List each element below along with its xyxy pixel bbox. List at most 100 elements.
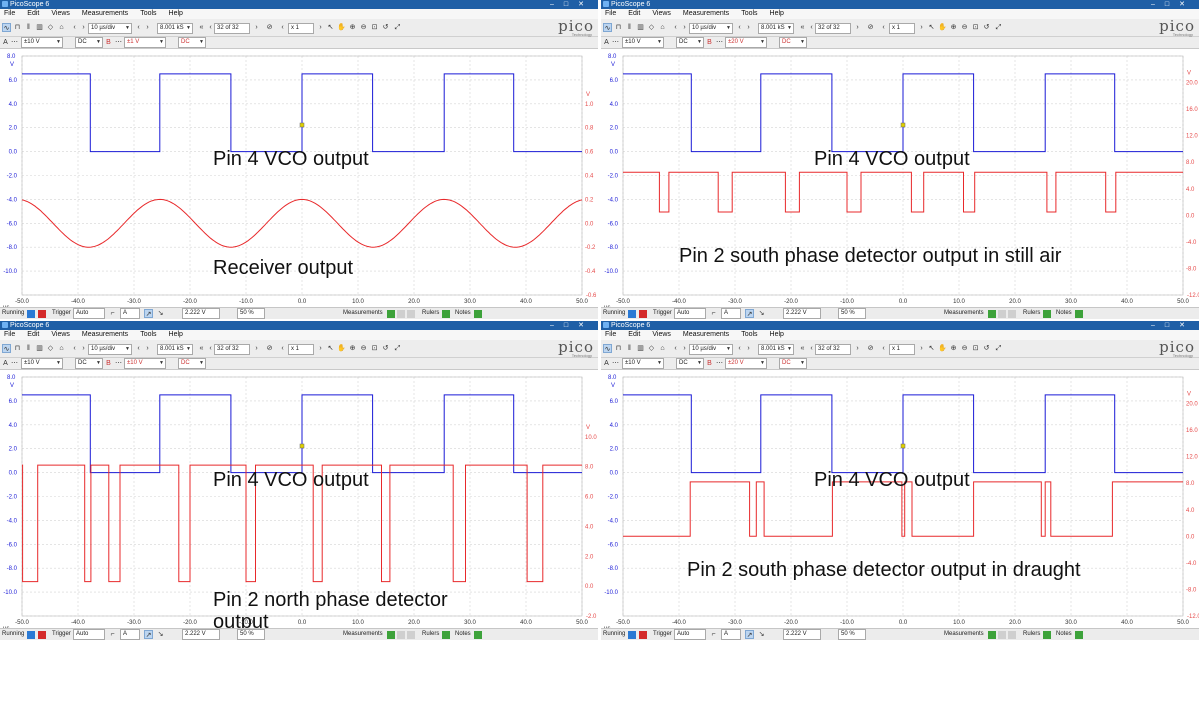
channel-a-options-icon[interactable]: ⋯: [11, 360, 18, 367]
persistence-mode-icon[interactable]: ⊓: [14, 24, 21, 31]
next-buffer-icon[interactable]: ›: [856, 345, 859, 352]
samples-select[interactable]: 8.001 kS ▼: [157, 344, 193, 355]
step-right-icon[interactable]: ›: [747, 24, 750, 31]
trigger-channel-select[interactable]: A: [721, 308, 741, 319]
channel-b-range[interactable]: ±10 V ▼: [124, 358, 166, 369]
buffer-select[interactable]: 32 of 32: [214, 344, 250, 355]
scope-plot[interactable]: 8.0 V 6.0 4.0 2.0 0.0 -2.0 -4.0 -6.0 -8.0 -10.0 V 1…: [0, 49, 598, 307]
channel-a-coupling[interactable]: DC ▼: [75, 37, 103, 48]
step-left-icon[interactable]: ‹: [137, 345, 140, 352]
channel-b-range[interactable]: ±1 V ▼: [124, 37, 166, 48]
undo-zoom-icon[interactable]: ↺: [382, 24, 389, 31]
pretrigger-input[interactable]: 50 %: [237, 308, 265, 319]
samples-select[interactable]: 8.001 kS ▼: [157, 23, 193, 34]
falling-edge-icon[interactable]: ↘: [758, 631, 765, 638]
timebase-select[interactable]: 10 µs/div ▼: [88, 23, 132, 34]
scope-svg[interactable]: 8.0 V 6.0 4.0 2.0 0.0 -2.0 -4.0 -6.0 -8.0 -10.0 V 1…: [0, 49, 598, 307]
pretrigger-input[interactable]: 50 %: [838, 629, 866, 640]
channel-b-coupling[interactable]: DC ▼: [178, 37, 206, 48]
timebase-select[interactable]: 10 µs/div ▼: [689, 23, 733, 34]
add-measurement-icon[interactable]: [988, 310, 996, 318]
rising-edge-icon[interactable]: ↗: [144, 309, 153, 318]
undo-zoom-icon[interactable]: ↺: [983, 345, 990, 352]
next-zoom-icon[interactable]: ›: [319, 24, 322, 31]
rulers-icon[interactable]: [442, 631, 450, 639]
first-buffer-icon[interactable]: «: [800, 24, 805, 31]
scope-mode-icon[interactable]: ∿: [603, 344, 612, 353]
zoom-fit-icon[interactable]: ⤢: [394, 345, 401, 352]
scope-mode-icon[interactable]: ∿: [2, 344, 11, 353]
zoom-out-icon[interactable]: ⊖: [961, 24, 968, 31]
bar-graph-icon[interactable]: ▥: [637, 24, 644, 31]
prev-zoom-icon[interactable]: ‹: [281, 345, 284, 352]
rising-edge-icon[interactable]: ↗: [144, 630, 153, 639]
edit-measurement-icon[interactable]: [397, 310, 405, 318]
home-icon[interactable]: ⌂: [59, 24, 64, 31]
zoom-in-icon[interactable]: ⊕: [950, 345, 957, 352]
stop-button-icon[interactable]: [639, 631, 647, 639]
trigger-level-input[interactable]: 2.222 V: [182, 308, 220, 319]
add-measurement-icon[interactable]: [387, 310, 395, 318]
zoom-in-icon[interactable]: ⊕: [349, 345, 356, 352]
channel-b-range[interactable]: ±20 V ▼: [725, 37, 767, 48]
zoom-area-icon[interactable]: ⊡: [972, 345, 979, 352]
home-icon[interactable]: ⌂: [59, 345, 64, 352]
hand-icon[interactable]: ✋: [938, 345, 947, 352]
rising-edge-icon[interactable]: ↗: [745, 309, 754, 318]
trigger-marker[interactable]: [900, 122, 906, 128]
trigger-channel-select[interactable]: A: [120, 308, 140, 319]
timebase-select[interactable]: 10 µs/div ▼: [88, 344, 132, 355]
falling-edge-icon[interactable]: ↘: [157, 310, 164, 317]
pointer-icon[interactable]: ↖: [327, 24, 334, 31]
spectrum-mode-icon[interactable]: ‖: [27, 345, 30, 352]
pointer-icon[interactable]: ↖: [928, 345, 935, 352]
menu-measurements[interactable]: Measurements: [81, 10, 129, 17]
trigger-mode-select[interactable]: Auto: [674, 308, 706, 319]
signal-icon[interactable]: ◇: [47, 345, 54, 352]
scope-plot[interactable]: 8.0 V 6.0 4.0 2.0 0.0 -2.0 -4.0 -6.0 -8.0 -10.0 V 2…: [601, 370, 1199, 628]
pointer-icon[interactable]: ↖: [327, 345, 334, 352]
menu-views[interactable]: Views: [652, 10, 671, 17]
zoom-out-icon[interactable]: ⊖: [360, 345, 367, 352]
zoom-select[interactable]: x 1: [889, 23, 915, 34]
home-icon[interactable]: ⌂: [660, 24, 665, 31]
delete-measurement-icon[interactable]: [1008, 310, 1016, 318]
prev-buffer-icon[interactable]: ‹: [209, 24, 212, 31]
trigger-level-input[interactable]: 2.222 V: [783, 629, 821, 640]
channel-a-range[interactable]: ±10 V ▼: [21, 37, 63, 48]
menu-measurements[interactable]: Measurements: [682, 331, 730, 338]
channel-a-icon[interactable]: A: [604, 360, 609, 367]
menu-file[interactable]: File: [4, 331, 16, 338]
menu-tools[interactable]: Tools: [741, 10, 758, 17]
zoom-area-icon[interactable]: ⊡: [972, 24, 979, 31]
bar-graph-icon[interactable]: ▥: [36, 24, 43, 31]
hand-icon[interactable]: ✋: [337, 24, 346, 31]
signal-icon[interactable]: ◇: [47, 24, 54, 31]
pointer-icon[interactable]: ↖: [928, 24, 935, 31]
persistence-mode-icon[interactable]: ⊓: [14, 345, 21, 352]
channel-a-range[interactable]: ±10 V ▼: [622, 37, 664, 48]
hand-icon[interactable]: ✋: [337, 345, 346, 352]
trigger-channel-select[interactable]: A: [120, 629, 140, 640]
window-controls[interactable]: –□✕: [550, 1, 594, 8]
timebase-select[interactable]: 10 µs/div ▼: [689, 344, 733, 355]
channel-a-icon[interactable]: A: [3, 39, 8, 46]
zoom-in-icon[interactable]: ⊕: [349, 24, 356, 31]
menu-tools[interactable]: Tools: [140, 10, 157, 17]
stop-button-icon[interactable]: [38, 631, 46, 639]
channel-b-options-icon[interactable]: ⋯: [716, 360, 723, 367]
spectrum-mode-icon[interactable]: ‖: [628, 345, 631, 352]
channel-a-coupling[interactable]: DC ▼: [75, 358, 103, 369]
prev-buffer-icon[interactable]: ‹: [810, 24, 813, 31]
zoom-select[interactable]: x 1: [889, 344, 915, 355]
notes-icon[interactable]: [474, 631, 482, 639]
stop-icon[interactable]: ⊘: [266, 345, 273, 352]
add-measurement-icon[interactable]: [988, 631, 996, 639]
trigger-mode-select[interactable]: Auto: [674, 629, 706, 640]
zoom-area-icon[interactable]: ⊡: [371, 24, 378, 31]
window-controls[interactable]: –□✕: [1151, 322, 1195, 329]
step-down-icon[interactable]: ‹: [674, 345, 677, 352]
channel-a-icon[interactable]: A: [604, 39, 609, 46]
channel-b-icon[interactable]: B: [707, 39, 712, 46]
menu-file[interactable]: File: [4, 10, 16, 17]
